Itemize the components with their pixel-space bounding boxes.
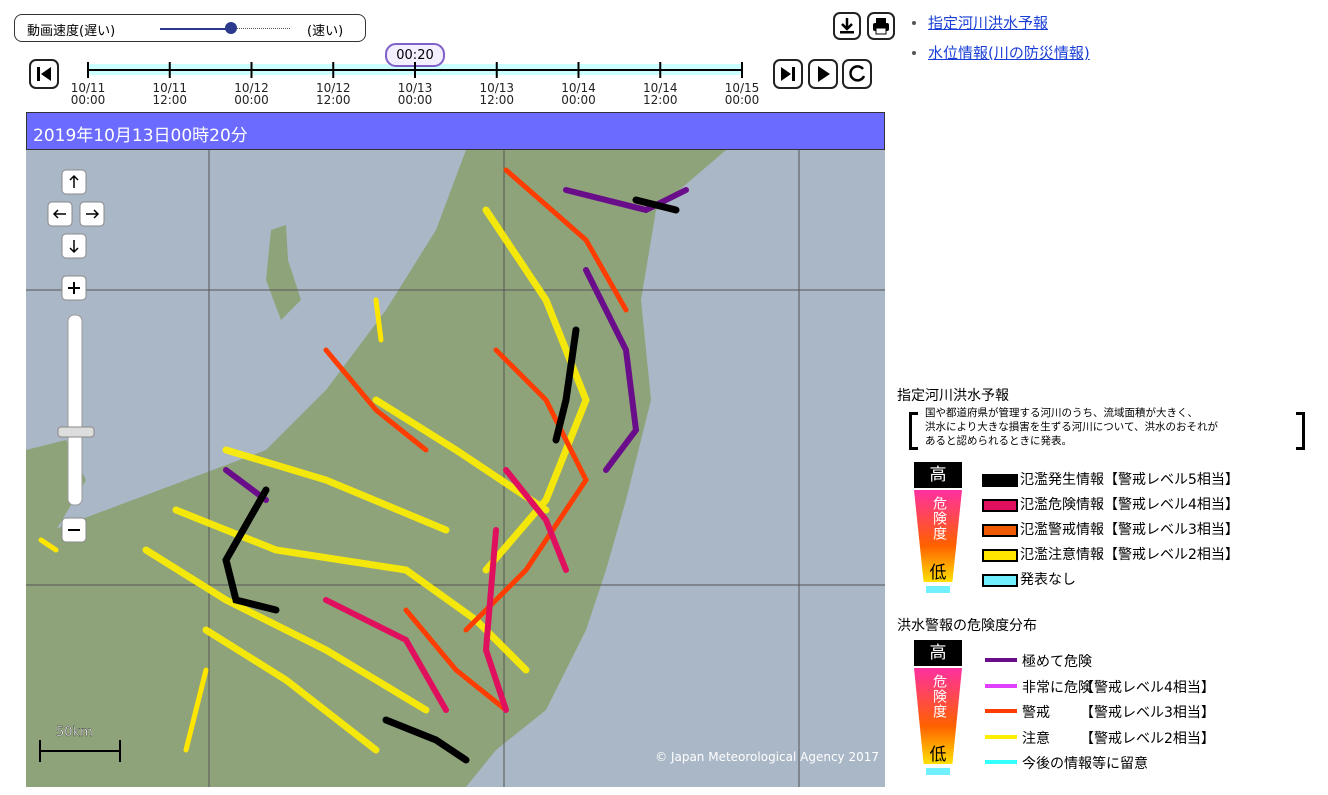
map-datetime: 2019年10月13日00時20分 <box>33 126 248 146</box>
scale-low: 低 <box>929 563 947 583</box>
speed-slow: 動画速度(遅い) <box>27 24 116 39</box>
legend-swatch <box>982 474 1018 487</box>
legend-line <box>985 658 1017 662</box>
legend-level: 【警戒レベル4相当】 <box>1080 679 1215 696</box>
copyright: © Japan Meteorological Agency 2017 <box>655 750 879 764</box>
legend-line <box>985 734 1017 739</box>
scale-low: 低 <box>929 745 947 765</box>
bracket <box>909 412 918 450</box>
link[interactable]: 指定河川洪水予報 <box>928 14 1049 32</box>
tick-time: 00:00 <box>70 93 106 107</box>
reload-button[interactable] <box>842 59 872 89</box>
first-button[interactable] <box>29 59 59 89</box>
tick-label: 10/12 12:00 <box>313 82 353 106</box>
zoom-control[interactable] <box>47 169 105 543</box>
legend-note: あると認められるときに発表。 <box>925 435 1072 447</box>
tick-date: 10/13 <box>479 81 515 95</box>
tick-date: 10/13 <box>397 81 433 95</box>
tick-label: 10/11 12:00 <box>150 82 190 106</box>
legend-swatch <box>982 499 1018 512</box>
speed-fast: (速い) <box>307 24 344 39</box>
link[interactable]: 水位情報(川の防災情報) <box>928 44 1090 62</box>
legend-name: 警戒 <box>1022 705 1050 721</box>
legend-name: 非常に危険 <box>1022 679 1092 696</box>
legend-name: 極めて危険 <box>1022 654 1092 670</box>
bullet <box>912 51 916 55</box>
legend-line <box>985 760 1017 764</box>
tick-date: 10/15 <box>724 81 760 95</box>
legend-note: 国や都道府県が管理する河川のうち、流域面積が大きく、 <box>925 407 1198 419</box>
scale-mid: 危険度 <box>931 674 947 719</box>
tick-label: 10/11 00:00 <box>68 82 108 106</box>
tick-time: 12:00 <box>315 93 351 107</box>
bracket <box>1296 412 1305 450</box>
tick-time: 00:00 <box>234 93 269 107</box>
legend-title: 指定河川洪水予報 <box>897 388 1009 404</box>
legend-label: 氾濫注意情報【警戒レベル2相当】 <box>1020 547 1239 563</box>
legend-label: 発表なし <box>1020 572 1076 588</box>
legend-label: 氾濫危険情報【警戒レベル4相当】 <box>1020 497 1239 513</box>
speed-knob[interactable] <box>225 22 237 34</box>
legend-line <box>985 709 1017 713</box>
tick-label: 10/13 00:00 <box>395 82 435 106</box>
scale-mid: 危険度 <box>931 496 947 541</box>
legend-swatch <box>982 574 1018 587</box>
scale-high: 高 <box>914 462 962 488</box>
bullet <box>912 21 916 25</box>
tick-label: 10/14 00:00 <box>559 82 599 106</box>
legend-title: 洪水警報の危険度分布 <box>897 618 1037 634</box>
tick-time: 00:00 <box>724 93 760 107</box>
tick-time: 00:00 <box>397 93 433 107</box>
tick-time: 12:00 <box>152 93 188 107</box>
legend-label: 氾濫発生情報【警戒レベル5相当】 <box>1020 472 1239 488</box>
tick-label: 10/14 12:00 <box>640 82 680 106</box>
tick-label: 10/15 00:00 <box>722 82 762 106</box>
map-header: 2019年10月13日00時20分 <box>26 112 885 150</box>
legend-level: 【警戒レベル2相当】 <box>1080 730 1215 747</box>
legend-swatch <box>982 549 1018 562</box>
scale-high: 高 <box>914 640 962 666</box>
last-button[interactable] <box>773 59 803 89</box>
legend-name: 今後の情報等に留意 <box>1022 756 1148 772</box>
scale-none <box>926 586 950 593</box>
tick-label: 10/12 00:00 <box>232 82 272 106</box>
tick-date: 10/11 <box>152 81 188 95</box>
legend-line <box>985 683 1017 688</box>
print-button[interactable] <box>867 12 895 40</box>
download-button[interactable] <box>833 12 861 40</box>
legend-label: 氾濫警戒情報【警戒レベル3相当】 <box>1020 522 1239 538</box>
current-time: 00:20 <box>396 48 433 63</box>
tick-date: 10/11 <box>70 81 106 95</box>
timeline: 00:20 <box>87 43 743 78</box>
tick-date: 10/12 <box>315 81 351 95</box>
tick-date: 10/14 <box>642 81 678 95</box>
map[interactable]: 50km © Japan Meteorological Agency 2017 <box>26 150 885 787</box>
tick-time: 12:00 <box>479 93 515 107</box>
legend-swatch <box>982 524 1018 537</box>
legend-name: 注意 <box>1022 730 1050 747</box>
legend-note: 洪水により大きな損害を生ずる河川について、洪水のおそれが <box>925 421 1218 433</box>
legend-level: 【警戒レベル3相当】 <box>1080 705 1215 721</box>
scale-none <box>926 768 950 775</box>
scale-bar <box>39 740 121 762</box>
speed-control[interactable]: 動画速度(遅い) (速い) <box>14 14 366 42</box>
tick-date: 10/14 <box>561 81 596 95</box>
tick-label: 10/13 12:00 <box>477 82 517 106</box>
tick-date: 10/12 <box>234 81 269 95</box>
tick-time: 12:00 <box>642 93 678 107</box>
play-button[interactable] <box>808 59 838 89</box>
speed-track <box>160 28 230 30</box>
tick-time: 00:00 <box>561 93 596 107</box>
speed-track <box>230 28 290 30</box>
scale-label: 50km <box>56 725 93 740</box>
